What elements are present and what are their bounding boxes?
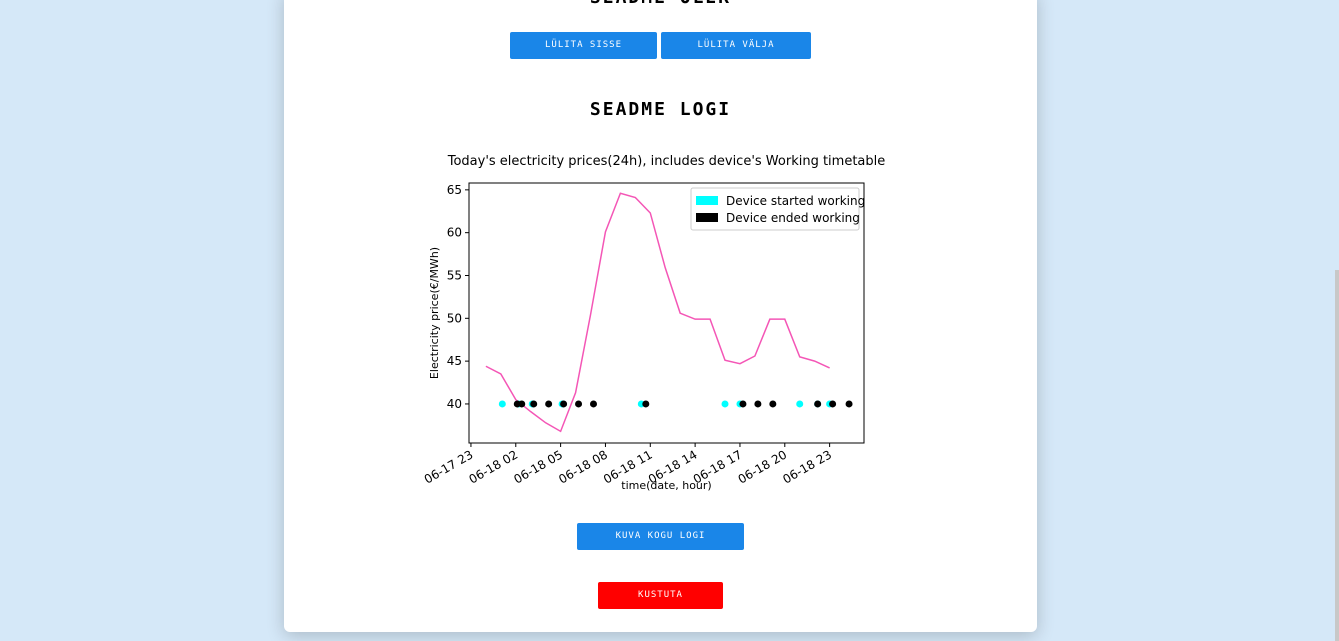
- x-tick-label: 06-18 23: [780, 447, 834, 486]
- y-tick-label: 65: [447, 183, 462, 197]
- section-title: SEADME LOGI: [589, 99, 732, 120]
- button[interactable]: LÜLITA VÄLJA: [661, 32, 811, 59]
- scatter-point: [589, 400, 597, 408]
- y-tick-label: 45: [447, 354, 462, 368]
- chart-title: Today's electricity prices(24h), include…: [447, 155, 886, 169]
- x-tick-label: 06-18 05: [511, 447, 565, 486]
- scatter-point: [721, 400, 729, 408]
- scatter-point: [829, 400, 837, 408]
- scatter-point: [575, 400, 583, 408]
- x-axis-label: time(date, hour): [621, 479, 711, 492]
- chart: Today's electricity prices(24h), include…: [422, 155, 886, 492]
- scatter-point: [642, 400, 650, 408]
- y-axis-label: Electricity price(€/MWh): [428, 247, 441, 379]
- x-tick-label: 06-18 17: [691, 447, 745, 486]
- x-tick-label: 06-18 02: [467, 447, 521, 486]
- y-tick-label: 40: [447, 397, 462, 411]
- legend-box: [690, 187, 860, 231]
- scatter-point: [814, 400, 822, 408]
- section-title: SEADME OLEK: [284, 0, 1037, 8]
- scatter-point: [498, 400, 506, 408]
- legend-swatch: [696, 196, 718, 205]
- legend-swatch: [696, 213, 718, 222]
- scatter-point: [518, 400, 526, 408]
- card: SEADME OLEK LÜLITA SISSE LÜLITA VÄLJA SE…: [284, 0, 1037, 632]
- y-tick-label: 50: [447, 311, 462, 325]
- y-tick-label: 60: [447, 226, 462, 240]
- scatter-point: [845, 400, 853, 408]
- scrollbar: [1335, 270, 1339, 641]
- button[interactable]: KUSTUTA: [598, 582, 723, 609]
- button[interactable]: LÜLITA SISSE: [510, 32, 657, 59]
- scatter-point: [545, 400, 553, 408]
- legend-label: Device started working: [726, 194, 865, 208]
- legend-label: Device ended working: [726, 211, 860, 225]
- x-tick-label: 06-18 08: [556, 447, 610, 486]
- scatter-point: [530, 400, 538, 408]
- scatter-point: [754, 400, 762, 408]
- price-line: [485, 192, 830, 433]
- scatter-point: [769, 400, 777, 408]
- scatter-point: [560, 400, 568, 408]
- scatter-point: [796, 400, 804, 408]
- x-tick-label: 06-17 23: [422, 447, 476, 486]
- y-tick-label: 55: [447, 268, 462, 282]
- x-tick-label: 06-18 20: [736, 447, 790, 486]
- button[interactable]: KUVA KOGU LOGI: [577, 523, 744, 550]
- plot-frame: [468, 182, 865, 444]
- scatter-point: [739, 400, 747, 408]
